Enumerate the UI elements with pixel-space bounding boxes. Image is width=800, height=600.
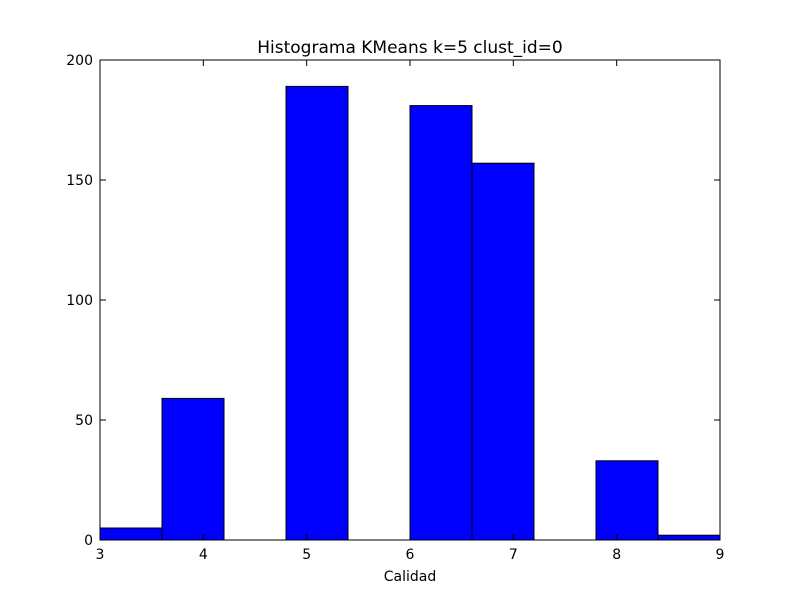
- y-tick-label-3: 150: [66, 173, 93, 189]
- histogram-bar-0: [99, 527, 163, 541]
- bars-group: [99, 85, 721, 541]
- y-tick-label-0: 0: [84, 533, 93, 549]
- histogram-bar-5: [409, 105, 473, 541]
- y-tick-label-4: 200: [66, 53, 93, 69]
- x-tick-label-6: 9: [716, 547, 725, 563]
- histogram-bar-8: [595, 460, 659, 541]
- y-tick-labels: 0 50 100 150 200: [66, 53, 93, 549]
- histogram-bar-9: [657, 534, 721, 541]
- x-tick-label-2: 5: [302, 547, 311, 563]
- x-tick-label-1: 4: [199, 547, 208, 563]
- chart-title: Histograma KMeans k=5 clust_id=0: [257, 38, 563, 58]
- x-tick-label-5: 8: [612, 547, 621, 563]
- y-tick-label-2: 100: [66, 293, 93, 309]
- x-tick-label-4: 7: [509, 547, 518, 563]
- y-tick-label-1: 50: [75, 413, 93, 429]
- x-tick-labels: 3 4 5 6 7 8 9: [96, 547, 725, 563]
- ticks-group: [99, 59, 721, 541]
- histogram-bar-3: [285, 85, 349, 541]
- histogram-bar-1: [161, 397, 225, 541]
- x-tick-label-3: 6: [406, 547, 415, 563]
- x-axis-title: Calidad: [384, 569, 437, 585]
- histogram-bar-6: [471, 162, 535, 541]
- x-tick-label-0: 3: [96, 547, 105, 563]
